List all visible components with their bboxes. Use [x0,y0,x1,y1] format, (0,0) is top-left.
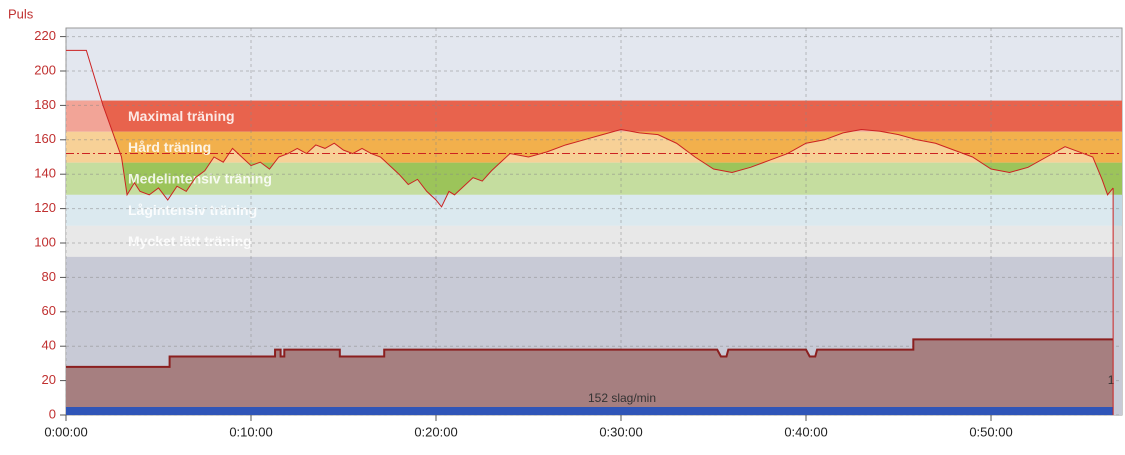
y-tick-label: 40 [42,338,56,353]
step-area [66,339,1114,415]
y-tick-label: 200 [34,62,56,77]
x-tick-label: 0:00:00 [44,424,87,439]
y-tick-label: 100 [34,234,56,249]
average-label: 152 slag/min [588,391,656,405]
zone-label: Medelintensiv träning [128,170,272,186]
x-tick-label: 0:10:00 [229,424,272,439]
zone-label: Maximal träning [128,108,235,124]
x-tick-label: 0:30:00 [599,424,642,439]
y-tick-label: 140 [34,166,56,181]
zone-label: Mycket lätt träning [128,233,252,249]
y-tick-label: 60 [42,303,56,318]
y-axis-label: Puls [8,6,34,21]
x-tick-label: 0:50:00 [969,424,1012,439]
x-tick-label: 0:40:00 [784,424,827,439]
y-tick-label: 180 [34,97,56,112]
y-tick-label: 220 [34,28,56,43]
zone-band [66,162,1122,195]
zone-band [66,194,1122,226]
x-tick-label: 0:20:00 [414,424,457,439]
zone-label: Lågintensiv träning [128,202,257,218]
end-marker: 1 [1108,373,1115,387]
zone-band [66,225,1122,257]
y-tick-label: 0 [49,406,56,421]
base-bar [66,407,1114,415]
pulse-area [66,100,1114,257]
y-tick-label: 120 [34,200,56,215]
y-tick-label: 80 [42,269,56,284]
step-line [66,338,1114,368]
y-tick-label: 160 [34,131,56,146]
y-tick-label: 20 [42,372,56,387]
pulse-line [66,49,1114,208]
zone-label: Hård träning [128,139,211,155]
